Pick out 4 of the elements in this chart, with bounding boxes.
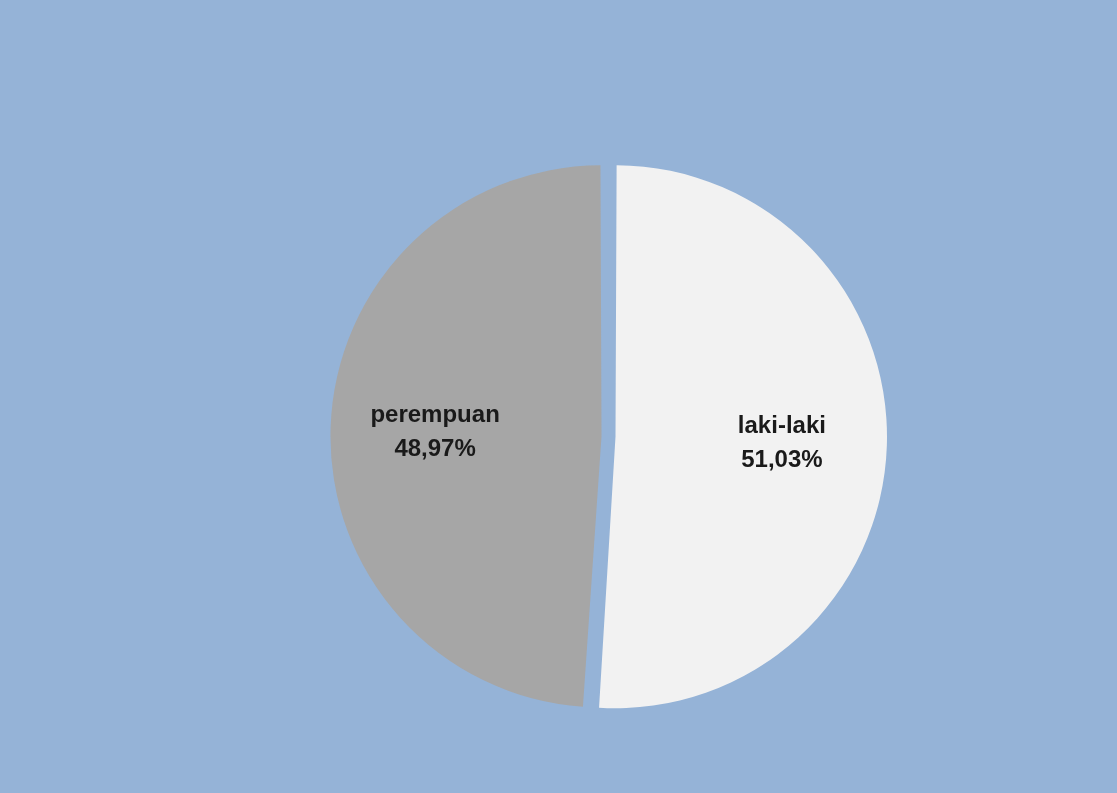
data-label: 48,97% bbox=[394, 433, 476, 461]
slice-label: laki-laki bbox=[737, 410, 826, 438]
slice-label: perempuan bbox=[370, 399, 500, 427]
data-label: 51,03% bbox=[741, 444, 823, 472]
